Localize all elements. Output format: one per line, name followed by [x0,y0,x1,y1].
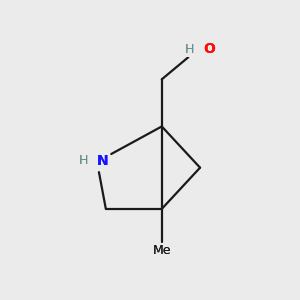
Text: H: H [185,43,194,56]
FancyBboxPatch shape [149,243,174,257]
FancyBboxPatch shape [79,154,106,170]
Text: O: O [203,42,215,56]
FancyBboxPatch shape [186,43,213,57]
Text: O: O [203,42,215,56]
Text: Me: Me [152,244,171,256]
Text: N: N [97,154,108,168]
Text: H: H [79,154,88,167]
Text: H: H [185,43,194,56]
Text: H: H [79,154,88,167]
Text: Me: Me [152,244,171,256]
Text: N: N [97,154,108,168]
